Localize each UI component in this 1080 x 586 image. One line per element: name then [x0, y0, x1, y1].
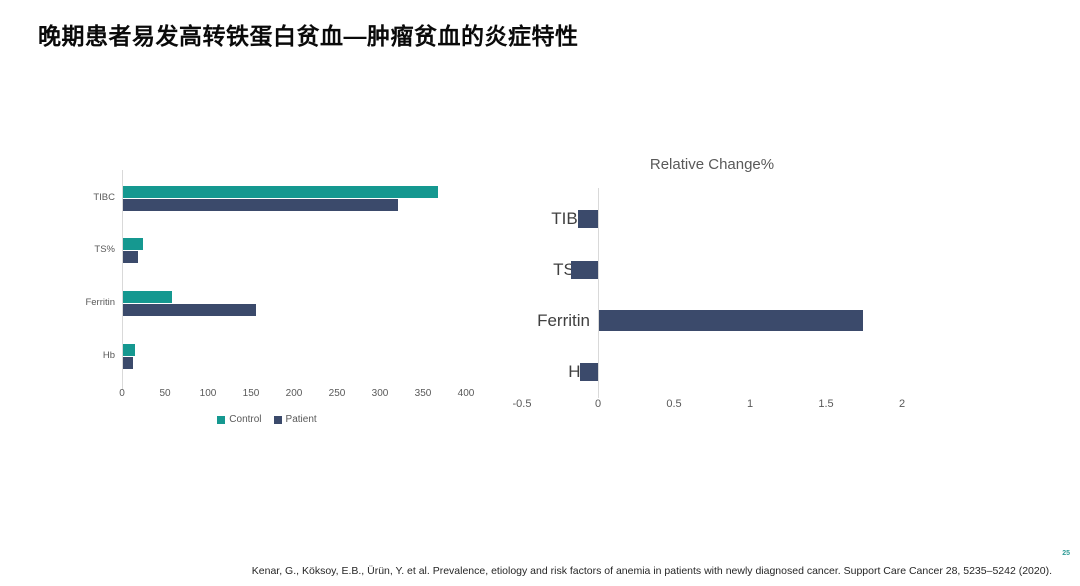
- bar-control: [123, 238, 143, 250]
- left-chart-control-vs-patient: TIBC TS% Ferritin Hb 0 50 100 150 200 250 300 350 40…: [60, 160, 490, 445]
- y-axis-line: [122, 170, 123, 390]
- category-label: Ferritin: [85, 297, 115, 308]
- x-tick-label: -0.5: [512, 398, 532, 410]
- right-chart-relative-change: Relative Change% TIBCTS%FerritinHb-0.500…: [500, 148, 970, 433]
- bar-patient: [123, 251, 139, 263]
- x-tick-label: 150: [242, 388, 260, 399]
- bar-ts: [570, 261, 598, 279]
- bar-control: [123, 344, 136, 356]
- category-label: TIBC: [93, 192, 115, 203]
- right-chart-title: Relative Change%: [649, 156, 775, 173]
- bar-tibc: [578, 210, 598, 228]
- zero-axis-line: [598, 188, 599, 398]
- x-tick-label: 400: [457, 388, 475, 399]
- x-tick-label: 0.5: [666, 398, 682, 410]
- legend-item: Patient: [273, 414, 317, 425]
- x-tick-label: 0: [594, 398, 602, 410]
- bar-patient: [123, 304, 257, 316]
- x-tick-label: 2: [898, 398, 906, 410]
- category-label: Ferritin: [537, 310, 590, 330]
- bar-ferritin: [599, 310, 864, 331]
- x-tick-label: 1: [746, 398, 754, 410]
- x-tick-label: 200: [285, 388, 303, 399]
- category-label: Hb: [102, 350, 115, 361]
- x-tick-label: 350: [414, 388, 432, 399]
- x-tick-label: 300: [371, 388, 389, 399]
- legend-swatch: [273, 415, 282, 424]
- bar-control: [123, 291, 173, 303]
- chart-legend: Control Patient: [122, 414, 412, 425]
- slide-title: 晚期患者易发高转铁蛋白贫血—肿瘤贫血的炎症特性: [38, 23, 579, 49]
- legend-item: Control: [217, 414, 262, 425]
- x-tick-label: 0: [119, 388, 125, 399]
- x-tick-label: 100: [199, 388, 217, 399]
- legend-label: Patient: [285, 414, 317, 425]
- category-label: TS%: [94, 244, 115, 255]
- x-tick-label: 250: [328, 388, 346, 399]
- page-number: 25: [1062, 550, 1070, 557]
- bar-hb: [579, 363, 598, 381]
- legend-label: Control: [229, 414, 262, 425]
- x-tick-label: 1.5: [818, 398, 834, 410]
- category-label: TIBC: [551, 209, 590, 228]
- x-tick-label: 50: [159, 388, 171, 399]
- bar-patient: [123, 199, 399, 211]
- citation: Kenar, G., Köksoy, E.B., Ürün, Y. et al.…: [251, 565, 1052, 577]
- bar-control: [123, 186, 438, 198]
- bar-patient: [123, 357, 134, 369]
- category-label: Hb: [500, 362, 590, 382]
- legend-swatch: [217, 415, 226, 424]
